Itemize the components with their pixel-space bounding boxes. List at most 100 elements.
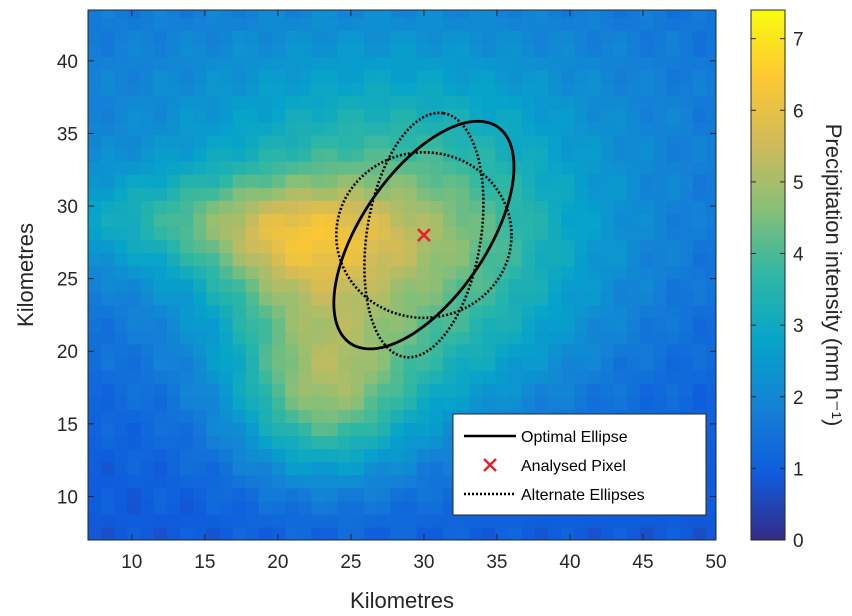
heatmap-cell	[666, 357, 681, 371]
heatmap-cell	[705, 252, 716, 267]
heatmap-cell	[679, 82, 694, 97]
heatmap-cell	[166, 370, 181, 384]
heatmap-cell	[219, 265, 234, 280]
heatmap-cell	[219, 121, 234, 136]
heatmap-cell	[429, 43, 444, 58]
heatmap-cell	[166, 500, 181, 515]
heatmap-cell	[403, 56, 418, 71]
heatmap-cell	[574, 108, 589, 123]
heatmap-cell	[311, 461, 326, 476]
heatmap-cell	[180, 174, 194, 188]
heatmap-cell	[705, 10, 716, 18]
heatmap-cell	[653, 396, 667, 410]
heatmap-cell	[206, 343, 221, 358]
heatmap-cell	[390, 56, 405, 71]
heatmap-cell	[390, 265, 405, 280]
heatmap-cell	[324, 252, 339, 267]
heatmap-cell	[587, 526, 602, 540]
heatmap-cell	[469, 330, 483, 345]
heatmap-cell	[600, 317, 615, 332]
heatmap-cell	[456, 108, 470, 123]
heatmap-cell	[258, 17, 273, 31]
heatmap-cell	[364, 487, 378, 502]
heatmap-cell	[114, 82, 129, 97]
heatmap-cell	[364, 10, 378, 18]
heatmap-cell	[364, 370, 378, 384]
heatmap-cell	[272, 17, 286, 31]
heatmap-cell	[153, 513, 168, 528]
heatmap-cell	[206, 500, 221, 515]
heatmap-cell	[640, 370, 654, 384]
heatmap-cell	[666, 370, 681, 384]
heatmap-cell	[127, 174, 142, 188]
heatmap-cell	[337, 187, 352, 201]
heatmap-cell	[206, 252, 221, 267]
heatmap-cell	[403, 134, 418, 149]
legend-analysed-pixel: Analysed Pixel	[521, 458, 626, 475]
heatmap-cell	[206, 10, 221, 18]
heatmap-cell	[600, 43, 615, 58]
heatmap-cell	[258, 187, 273, 201]
heatmap-cell	[232, 304, 247, 319]
heatmap-cell	[245, 409, 260, 423]
heatmap-cell	[245, 187, 260, 201]
heatmap-cell	[311, 343, 326, 358]
heatmap-cell	[166, 343, 181, 358]
heatmap-cell	[272, 265, 286, 280]
heatmap-cell	[679, 161, 694, 175]
heatmap-cell	[180, 265, 194, 280]
heatmap-cell	[298, 226, 313, 241]
heatmap-cell	[534, 69, 549, 84]
heatmap-cell	[705, 69, 716, 84]
heatmap-cell	[600, 343, 615, 358]
heatmap-cell	[534, 265, 549, 280]
heatmap-cell	[587, 10, 602, 18]
heatmap-cell	[495, 330, 510, 345]
heatmap-cell	[561, 17, 575, 31]
heatmap-cell	[534, 252, 549, 267]
heatmap-cell	[548, 370, 562, 384]
heatmap-cell	[285, 265, 299, 280]
heatmap-cell	[429, 343, 444, 358]
heatmap-cell	[166, 422, 181, 437]
heatmap-cell	[206, 370, 221, 384]
heatmap-cell	[508, 265, 523, 280]
heatmap-cell	[429, 56, 444, 71]
heatmap-cell	[140, 304, 155, 319]
heatmap-cell	[508, 278, 523, 293]
heatmap-cell	[311, 500, 326, 515]
heatmap-cell	[219, 95, 234, 110]
heatmap-cell	[272, 409, 286, 423]
heatmap-cell	[482, 187, 497, 201]
heatmap-cell	[127, 226, 142, 241]
heatmap-cell	[574, 213, 589, 227]
heatmap-cell	[350, 526, 365, 540]
heatmap-cell	[534, 17, 549, 31]
heatmap-cell	[456, 383, 470, 397]
heatmap-cell	[600, 370, 615, 384]
heatmap-cell	[534, 526, 549, 540]
heatmap-cell	[180, 461, 194, 476]
heatmap-cell	[508, 330, 523, 345]
heatmap-cell	[232, 330, 247, 345]
heatmap-cell	[311, 30, 326, 44]
heatmap-cell	[180, 343, 194, 358]
heatmap-cell	[193, 252, 207, 267]
heatmap-cell	[416, 161, 431, 175]
heatmap-cell	[298, 134, 313, 149]
heatmap-cell	[626, 357, 641, 371]
heatmap-cell	[705, 95, 716, 110]
heatmap-cell	[561, 147, 575, 162]
heatmap-cell	[219, 10, 234, 18]
heatmap-cell	[193, 526, 207, 540]
heatmap-cell	[153, 396, 168, 410]
heatmap-cell	[626, 330, 641, 345]
heatmap-cell	[311, 95, 326, 110]
heatmap-cell	[219, 252, 234, 267]
heatmap-cell	[140, 17, 155, 31]
heatmap-cell	[442, 134, 457, 149]
heatmap-cell	[140, 43, 155, 58]
heatmap-cell	[495, 526, 510, 540]
heatmap-cell	[705, 213, 716, 227]
heatmap-cell	[350, 330, 365, 345]
